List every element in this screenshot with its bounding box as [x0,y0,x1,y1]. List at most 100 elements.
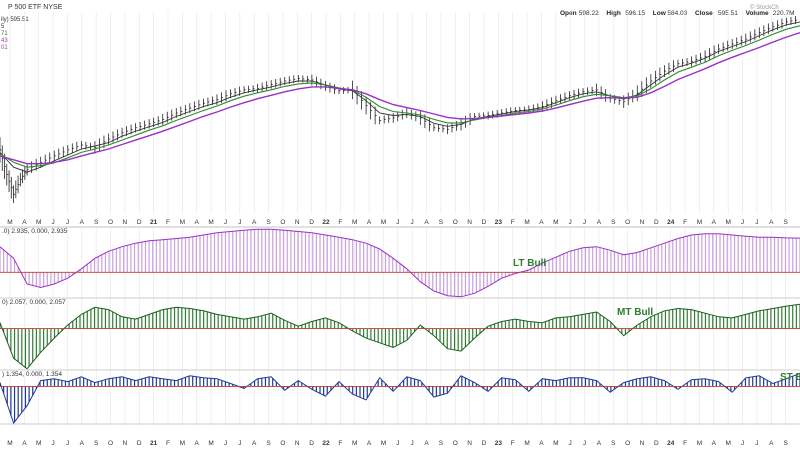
x-tick-label: A [252,219,257,226]
price-legend-line: 5 [1,24,5,30]
x-tick-label: F [338,440,342,447]
x-tick-label: D [654,440,659,447]
x-tick-label: M [524,219,529,226]
x-tick-label: A [367,440,372,447]
ohlc-label-close: Close [695,10,713,17]
x-tick-label: A [712,219,717,226]
x-tick-label: J [755,219,758,226]
x-tick-label: N [295,440,300,447]
x-tick-label: J [396,440,399,447]
mt-panel [0,303,800,370]
x-tick-label: J [238,440,241,447]
x-tick-label: M [7,440,12,447]
x-tick-label: A [252,440,257,447]
x-tick-label: N [640,440,645,447]
x-tick-label: 22 [322,219,330,226]
x-tick-label: F [683,440,687,447]
x-tick-label: 24 [667,440,675,447]
x-tick-label: N [467,440,472,447]
x-tick-label: A [424,219,429,226]
x-tick-label: D [309,219,314,226]
x-tick-label: J [224,440,227,447]
symbol-title: P 500 ETF NYSE [8,4,63,11]
x-tick-label: F [511,219,515,226]
x-tick-label: F [683,219,687,226]
ohlc-readout: Open598.22High596.15Low584.03Close595.51… [560,10,795,17]
x-tick-label: D [482,219,487,226]
x-tick-label: S [94,219,99,226]
ohlc-label-volume: Volume [746,10,769,17]
x-tick-label: M [36,440,41,447]
x-tick-label: A [22,219,27,226]
lt-label: LT Bull [513,258,546,269]
x-tick-label: J [238,219,241,226]
ohlc-label-low: Low [653,10,667,17]
x-tick-label: A [769,219,774,226]
x-tick-label: J [583,440,586,447]
x-tick-label: J [224,219,227,226]
x-tick-label: 24 [667,219,675,226]
x-tick-label: A [195,219,200,226]
x-tick-label: J [569,440,572,447]
x-tick-label: J [51,219,54,226]
x-tick-label: A [80,219,85,226]
x-tick-label: N [640,219,645,226]
ohlc-value-volume: 220.7M [773,10,795,17]
x-tick-label: J [741,440,744,447]
lt-readout: .0) 2.935, 0.000, 2.935 [2,228,68,235]
st-line [0,372,800,425]
x-tick-label: M [208,440,213,447]
x-tick-label: M [208,219,213,226]
mt-line [0,303,800,370]
price-legend-line: 43 [1,38,8,44]
x-tick-label: M [180,219,185,226]
x-tick-label: O [280,219,285,226]
mt-label: MT Bull [617,307,653,318]
x-tick-label: D [137,440,142,447]
x-tick-label: A [80,440,85,447]
x-tick-label: A [539,219,544,226]
ma-green-line [0,25,800,168]
st-label: ST B [780,372,800,383]
x-tick-label: S [611,440,616,447]
x-tick-label: S [783,219,788,226]
x-tick-label: M [381,219,386,226]
x-tick-label: S [266,219,271,226]
x-tick-label: A [539,440,544,447]
x-tick-label: O [453,219,458,226]
x-tick-label: A [597,219,602,226]
x-tick-label: A [424,440,429,447]
x-tick-label: D [654,219,659,226]
x-tick-label: N [123,219,128,226]
x-tick-label: S [439,440,444,447]
lt-line [0,228,800,298]
x-tick-label: M [180,440,185,447]
x-tick-label: D [137,219,142,226]
price-legend-line: 01 [1,45,8,51]
x-tick-label: 23 [495,440,503,447]
x-tick-label: F [166,440,170,447]
ohlc-label-open: Open [560,10,577,17]
x-tick-label: S [94,440,99,447]
ohlc-value-open: 598.22 [579,10,599,17]
x-tick-label: M [725,219,730,226]
price-legend-line: 71 [1,31,8,37]
x-tick-label: A [22,440,27,447]
x-tick-label: J [569,219,572,226]
x-tick-label: J [755,440,758,447]
ohlc-value-low: 584.03 [667,10,687,17]
ma-purple-line [0,32,800,165]
x-tick-label: M [725,440,730,447]
x-tick-label: O [108,219,113,226]
x-tick-label: O [625,440,630,447]
x-tick-label: 22 [322,440,330,447]
x-tick-label: J [51,440,54,447]
x-tick-label: A [712,440,717,447]
x-tick-label: M [697,440,702,447]
x-axis-top: M A M J J A S O N D 21 F M A M J J A S O N D 22 F M A M J J A S O N D 23 F M… [7,219,788,226]
x-tick-label: D [482,440,487,447]
x-tick-label: N [123,440,128,447]
x-tick-label: M [352,440,357,447]
